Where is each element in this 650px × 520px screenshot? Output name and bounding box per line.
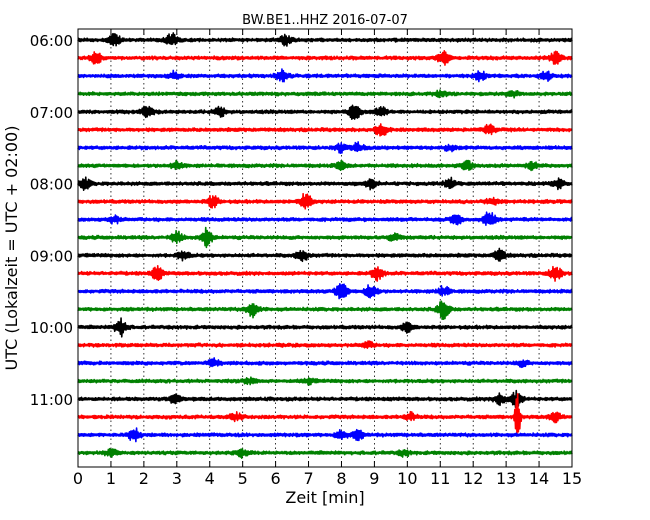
seismic-trace-0715 (77, 123, 573, 137)
y-tick-label: 07:00 (30, 104, 73, 122)
seismic-trace-0900 (77, 247, 573, 263)
seismic-trace-1030 (77, 357, 573, 369)
seismic-trace-0845 (77, 226, 573, 249)
seismic-trace-0645 (77, 89, 573, 99)
x-axis-label: Zeit [min] (285, 488, 364, 507)
seismic-trace-1045 (77, 376, 573, 386)
x-tick-label: 1 (106, 469, 116, 488)
y-tick-label: 09:00 (30, 247, 73, 265)
x-tick-label: 8 (336, 469, 346, 488)
seismic-trace-0830 (77, 211, 573, 226)
grid-layer (110, 29, 540, 467)
seismic-trace-1000 (77, 317, 573, 338)
seismic-trace-1130 (77, 427, 573, 443)
seismic-trace-0815 (77, 192, 573, 210)
seismic-trace-1015 (77, 340, 573, 349)
seismic-trace-1100 (77, 389, 573, 409)
y-tick-label: 06:00 (30, 32, 73, 50)
seismic-trace-0930 (77, 282, 573, 300)
seismic-trace-0915 (77, 264, 573, 282)
seismic-trace-0700 (77, 104, 573, 120)
x-tick-label: 11 (430, 469, 450, 488)
seismic-trace-1115 (77, 393, 573, 435)
seismic-trace-0945 (77, 300, 573, 321)
x-tick-label: 12 (463, 469, 483, 488)
seismic-trace-0630 (77, 68, 573, 83)
y-tick-label: 11:00 (30, 391, 73, 409)
seismic-trace-0730 (77, 141, 573, 154)
seismic-trace-0615 (77, 49, 573, 66)
x-tick-label: 4 (205, 469, 215, 488)
seismic-trace-0745 (77, 159, 573, 172)
chart-title: BW.BE1..HHZ 2016-07-07 (242, 13, 408, 28)
x-tick-label: 10 (397, 469, 417, 488)
x-tick-label: 0 (73, 469, 83, 488)
y-axis-label: UTC (Lokalzeit = UTC + 02:00) (2, 126, 21, 371)
seismic-trace-1145 (77, 447, 573, 460)
x-tick-label: 13 (496, 469, 516, 488)
x-tick-label: 9 (369, 469, 379, 488)
x-tick-label: 7 (303, 469, 313, 488)
trace-layer (77, 32, 573, 460)
x-tick-label: 3 (172, 469, 182, 488)
seismic-trace-0600 (77, 32, 573, 47)
tick-layer: 0 1 2 3 4 5 6 7 8 9 10 11 12 13 14 1506:0007:0008:0009:… (30, 29, 582, 488)
x-tick-label: 6 (271, 469, 281, 488)
plot-frame (77, 28, 573, 468)
x-tick-label: 2 (139, 469, 149, 488)
y-tick-label: 10:00 (30, 319, 73, 337)
seismic-trace-0800 (77, 176, 573, 192)
x-tick-label: 5 (238, 469, 248, 488)
y-tick-label: 08:00 (30, 176, 73, 194)
x-tick-label: 14 (529, 469, 549, 488)
x-tick-label: 15 (562, 469, 582, 488)
